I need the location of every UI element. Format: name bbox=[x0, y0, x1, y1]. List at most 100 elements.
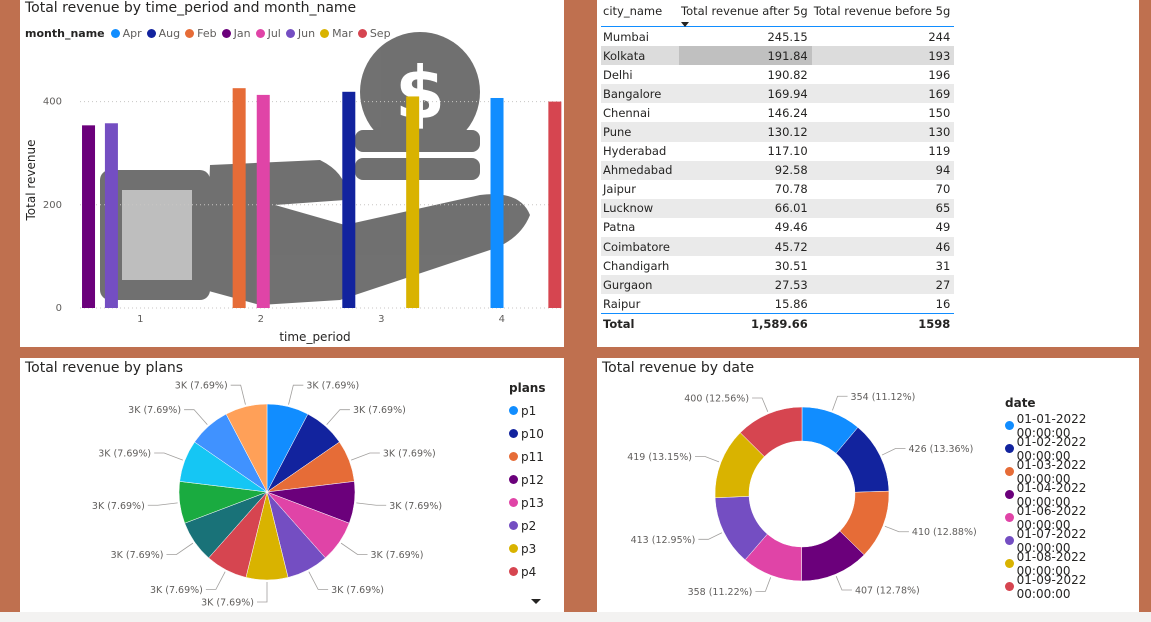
cell-city: Bangalore bbox=[601, 84, 679, 104]
slice-data-label: 354 (11.12%) bbox=[851, 392, 916, 403]
bar-chart-card[interactable]: Total revenue by time_period and month_n… bbox=[20, 0, 564, 347]
donut_chart-legend-item[interactable]: 01-01-2022 00:00:00 bbox=[1005, 411, 1139, 440]
slice-data-label: 426 (13.36%) bbox=[909, 444, 974, 455]
cell-before-5g: 49 bbox=[935, 220, 951, 235]
cell-after-5g: 191.84 bbox=[679, 46, 812, 66]
col-header-after-5g[interactable]: Total revenue after 5g bbox=[679, 2, 812, 27]
cell-city: Coimbatore bbox=[601, 237, 679, 257]
bar-legend-item[interactable]: Jan bbox=[221, 27, 251, 40]
table-row[interactable]: Pune 130.12 130 bbox=[601, 122, 955, 142]
leader-line bbox=[288, 384, 304, 405]
donut_chart-legend-item[interactable]: 01-08-2022 00:00:00 bbox=[1005, 549, 1139, 578]
cell-before-5g: 169 bbox=[811, 84, 955, 104]
cell-city: Chandigarh bbox=[603, 258, 670, 273]
pie-chart-card[interactable]: Total revenue by plans 3K (7.69%) 3K (7.6… bbox=[20, 358, 564, 612]
donut_chart-legend-label: 01-08-2022 00:00:00 bbox=[1016, 549, 1087, 578]
bar-sep bbox=[548, 101, 562, 308]
bar-legend-item[interactable]: Apr bbox=[110, 27, 142, 40]
legend-dot-icon bbox=[357, 29, 367, 38]
cell-before-5g: 119 bbox=[928, 144, 951, 159]
cell-city: Raipur bbox=[603, 296, 641, 311]
bar-feb bbox=[232, 88, 246, 309]
table-row[interactable]: Bangalore 169.94 169 bbox=[601, 84, 955, 104]
donut_chart-legend-item[interactable]: 01-06-2022 00:00:00 bbox=[1005, 504, 1139, 532]
pie_chart-legend-label: p13 bbox=[521, 495, 544, 510]
table-row[interactable]: Kolkata 191.84 193 bbox=[601, 46, 955, 66]
col-header-before-5g[interactable]: Total revenue before 5g bbox=[811, 2, 955, 27]
cell-after-5g: 146.24 bbox=[767, 105, 808, 120]
table-row[interactable]: Ahmedabad 92.58 94 bbox=[601, 160, 955, 180]
pie_chart-legend-item[interactable]: p13 bbox=[509, 491, 546, 514]
pie_chart-legend-label: p1 bbox=[521, 403, 537, 418]
donut_chart-legend-label: 01-01-2022 00:00:00 bbox=[1016, 411, 1087, 440]
col-header-city[interactable]: city_name bbox=[601, 2, 679, 27]
legend-dot-icon bbox=[285, 29, 295, 38]
bar-legend-item[interactable]: Jun bbox=[285, 27, 315, 40]
leader-line bbox=[755, 577, 772, 592]
bar-apr bbox=[490, 97, 504, 308]
legend-dot-icon bbox=[1005, 536, 1014, 545]
legend-dot-icon bbox=[509, 567, 518, 576]
bar-jul bbox=[256, 94, 270, 308]
cell-after-5g: 27.53 bbox=[679, 275, 812, 295]
table-row[interactable]: Gurgaon 27.53 27 bbox=[601, 275, 955, 295]
legend-dot-icon bbox=[1005, 559, 1014, 568]
slice-slice-12 bbox=[225, 403, 268, 493]
pie_chart-legend-item[interactable]: p11 bbox=[509, 445, 546, 468]
revenue-table-card[interactable]: city_name Total revenue after 5g Total r… bbox=[597, 0, 1139, 347]
cell-after-5g: 45.72 bbox=[679, 237, 812, 257]
money-hand-icon: $ bbox=[100, 32, 530, 305]
leader-line bbox=[257, 582, 268, 603]
legend-dot-icon bbox=[509, 544, 518, 553]
cell-after-5g: 117.10 bbox=[767, 144, 808, 159]
legend-more-chevron-down-icon[interactable] bbox=[531, 599, 541, 604]
bar-legend-item[interactable]: Jul bbox=[255, 27, 281, 40]
pie_chart-legend-item[interactable]: p3 bbox=[509, 537, 546, 560]
pie_chart-legend-item[interactable]: p1 bbox=[509, 399, 546, 422]
donut-chart-legend: date 01-01-2022 00:00:00 01-02-2022 00:00… bbox=[1005, 396, 1139, 601]
pie_chart-legend-item[interactable]: p10 bbox=[509, 422, 546, 445]
slice-data-label: 3K (7.69%) bbox=[389, 501, 442, 512]
slice-data-label: 3K (7.69%) bbox=[111, 550, 164, 561]
legend-dot-icon bbox=[110, 29, 120, 38]
cell-before-5g: 193 bbox=[811, 46, 955, 66]
donut_chart-legend-item[interactable]: 01-09-2022 00:00:00 bbox=[1005, 572, 1139, 601]
pie_chart-legend-item[interactable]: p4 bbox=[509, 560, 546, 583]
table-row[interactable]: Chennai 146.24 150 bbox=[601, 103, 954, 122]
bar-legend-item[interactable]: Mar bbox=[320, 27, 353, 40]
cell-before-5g: 244 bbox=[928, 29, 951, 44]
table-row[interactable]: Chandigarh 30.51 31 bbox=[601, 256, 954, 275]
bar-legend-item[interactable]: Aug bbox=[146, 27, 180, 40]
legend-dot-icon bbox=[1005, 582, 1014, 591]
bar-legend-label: Jul bbox=[267, 27, 281, 40]
pie_chart-legend-item[interactable]: p12 bbox=[509, 468, 546, 491]
legend-dot-icon bbox=[509, 498, 518, 507]
cell-before-5g: 31 bbox=[935, 258, 951, 273]
donut_chart-legend-item[interactable]: 01-02-2022 00:00:00 bbox=[1005, 435, 1139, 463]
donut-legend-title: date bbox=[1005, 396, 1036, 410]
cell-after-5g: 15.86 bbox=[774, 296, 808, 311]
legend-dot-icon bbox=[255, 29, 265, 38]
leader-line bbox=[356, 502, 387, 506]
bar-legend-item[interactable]: Sep bbox=[357, 27, 391, 40]
slice-data-label: 3K (7.69%) bbox=[353, 405, 406, 416]
table-row[interactable]: Lucknow 66.01 65 bbox=[601, 198, 955, 218]
table-row[interactable]: Mumbai 245.15 244 bbox=[601, 27, 954, 47]
table-row[interactable]: Jaipur 70.78 70 bbox=[601, 180, 954, 199]
donut_chart-legend-item[interactable]: 01-03-2022 00:00:00 bbox=[1005, 458, 1139, 486]
bar-legend-item[interactable]: Feb bbox=[185, 27, 217, 40]
table-row[interactable]: Hyderabad 117.10 119 bbox=[601, 142, 954, 161]
table-row[interactable]: Raipur 15.86 16 bbox=[601, 294, 954, 314]
x-tick-label: 1 bbox=[137, 314, 143, 325]
donut_chart-legend-item[interactable]: 01-07-2022 00:00:00 bbox=[1005, 527, 1139, 555]
table-row[interactable]: Patna 49.46 49 bbox=[601, 218, 954, 237]
hand-icon bbox=[205, 160, 530, 305]
donut-chart-card[interactable]: Total revenue by date 354 (11.12%) 426 (1… bbox=[597, 358, 1139, 612]
table-row[interactable]: Delhi 190.82 196 bbox=[601, 65, 954, 84]
legend-dot-icon bbox=[146, 29, 156, 38]
donut_chart-legend-label: 01-09-2022 00:00:00 bbox=[1016, 572, 1087, 601]
total-cell: 1,589.66 bbox=[679, 313, 812, 335]
pie_chart-legend-item[interactable]: p2 bbox=[509, 514, 546, 537]
donut_chart-legend-item[interactable]: 01-04-2022 00:00:00 bbox=[1005, 481, 1139, 509]
table-row[interactable]: Coimbatore 45.72 46 bbox=[601, 237, 955, 257]
